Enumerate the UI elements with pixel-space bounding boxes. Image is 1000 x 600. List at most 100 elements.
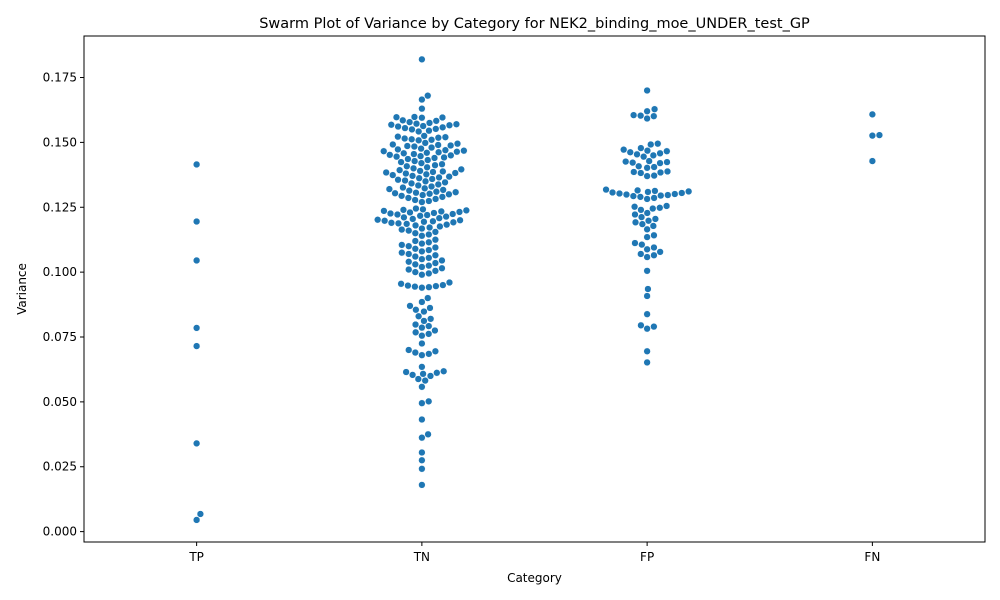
data-point-tn [439,281,447,289]
data-point-tn [394,219,403,228]
data-point-fp [647,140,655,149]
data-point-tn [418,434,426,442]
data-point-fp [664,191,672,199]
data-point-fp [631,210,639,219]
data-point-tn [381,217,389,225]
data-point-tn [411,237,419,245]
data-point-tn [392,153,401,161]
data-point-tp [192,217,201,226]
data-point-fp [630,203,639,211]
data-point-tn [418,324,426,332]
data-point-tn [398,249,406,257]
data-point-tn [418,481,426,489]
data-point-fp [629,111,638,119]
data-point-fp [615,189,624,198]
data-point-fp [650,171,658,180]
data-point-tn [418,232,426,240]
data-point-fp [663,147,671,155]
data-point-tn [438,193,447,201]
data-point-tn [411,348,419,357]
data-point-tn [431,251,440,259]
data-point-tn [415,174,423,182]
data-point-tn [431,161,439,169]
data-point-tn [426,372,435,380]
data-point-tn [435,214,443,222]
data-point-tn [423,211,431,219]
data-point-tn [425,190,434,198]
data-point-tn [418,339,426,348]
data-point-fp [654,140,662,148]
data-point-tn [387,121,395,129]
data-point-tn [403,142,411,150]
data-point-fp [602,185,610,194]
data-point-tn [401,176,409,185]
data-point-tn [421,376,429,385]
data-point-tn [425,254,433,262]
data-point-tn [396,166,404,174]
data-point-fp [663,167,672,176]
data-point-tn [421,184,429,192]
data-point-tn [389,140,397,149]
y-tick-label: 0.100 [43,265,77,279]
data-point-tn [441,146,450,154]
data-point-fp [626,148,634,156]
data-point-tn [402,169,410,178]
data-point-tn [399,206,408,214]
data-point-tp [192,342,201,350]
data-point-fn [868,110,877,119]
data-point-tn [411,260,419,269]
data-point-tn [426,304,434,312]
data-point-tn [411,229,419,237]
data-point-tn [425,230,433,239]
data-point-tn [400,213,408,222]
data-point-fp [631,239,639,247]
data-point-fp [650,322,658,331]
data-point-fp [635,162,643,170]
data-point-fp [622,190,631,199]
y-axis: 0.000 0.025 0.050 0.075 0.100 0.125 0.150 0.175 [43,71,84,539]
data-point-tn [457,165,465,174]
data-point-fp [633,186,642,195]
data-point-tn [434,134,442,142]
data-point-tn [418,105,426,113]
data-point-fn [868,157,877,165]
data-point-tn [425,119,434,127]
data-point-tn [380,207,388,215]
data-point-fn [868,131,877,140]
data-point-tn [404,155,412,163]
data-point-tn [380,147,388,155]
data-point-tn [445,172,453,181]
data-point-tn [427,143,436,152]
data-point-tn [411,268,419,276]
data-point-tn [418,465,426,473]
data-point-tn [401,134,409,143]
data-point-tn [418,198,426,206]
y-tick-label: 0.050 [43,395,77,409]
data-point-fp [643,253,651,261]
data-point-tn [405,265,413,274]
data-point-tn [374,216,382,224]
data-point-tn [405,346,413,354]
data-point-tn [418,351,426,359]
data-point-fp [622,157,630,166]
data-point-fp [643,325,651,333]
data-point-tn [425,283,433,291]
data-point-tn [439,167,447,176]
data-point-tn [440,367,448,375]
data-point-fp [649,204,657,213]
data-point-tn [386,151,394,159]
data-point-tn [406,208,414,217]
chart-title: Swarm Plot of Variance by Category for N… [259,16,810,32]
data-point-fp [650,163,658,171]
data-point-tn [424,294,432,302]
data-point-fp [637,250,645,258]
data-point-tn [440,153,448,162]
data-point-tn [405,242,413,250]
data-point-fp [643,195,651,203]
data-point-fn [875,131,884,139]
data-point-tn [411,221,420,230]
data-point-tn [407,179,416,188]
x-axis: TP TN FP FN [188,542,880,564]
